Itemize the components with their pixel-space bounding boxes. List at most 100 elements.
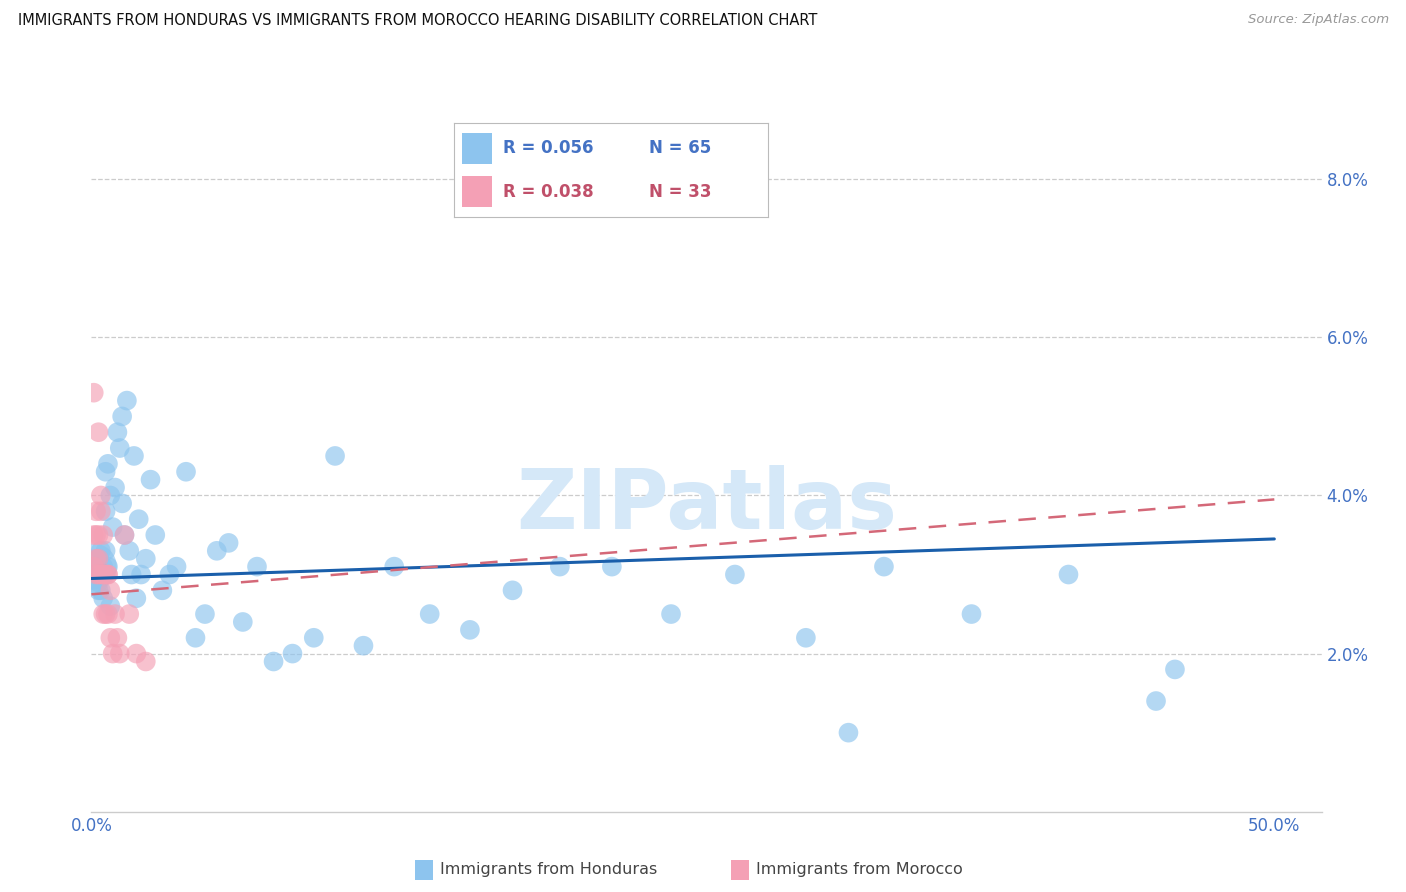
Point	[94, 465, 117, 479]
Point	[115, 393, 138, 408]
Point	[108, 647, 131, 661]
Point	[205, 543, 228, 558]
Point	[184, 631, 207, 645]
Point	[91, 559, 114, 574]
Point	[118, 543, 141, 558]
Point	[794, 631, 817, 645]
Point	[121, 567, 143, 582]
Point	[87, 583, 110, 598]
Point	[600, 559, 623, 574]
Point	[90, 543, 112, 558]
Point	[84, 567, 107, 582]
Point	[1164, 662, 1187, 676]
Point	[150, 583, 173, 598]
Point	[143, 528, 166, 542]
Point	[87, 551, 110, 566]
Point	[1057, 567, 1080, 582]
Point	[104, 607, 127, 621]
Point	[83, 559, 105, 574]
Point	[837, 725, 859, 739]
Point	[281, 647, 304, 661]
Point	[87, 567, 110, 582]
Point	[873, 559, 896, 574]
Point	[502, 583, 524, 598]
Point	[101, 647, 124, 661]
Text: Source: ZipAtlas.com: Source: ZipAtlas.com	[1249, 13, 1389, 27]
Point	[90, 504, 112, 518]
Point	[114, 528, 136, 542]
Point	[91, 567, 114, 582]
Point	[194, 607, 217, 621]
Point	[159, 567, 181, 582]
Point	[659, 607, 682, 621]
Point	[83, 559, 105, 574]
Point	[135, 551, 157, 566]
Point	[84, 567, 107, 582]
Point	[98, 583, 121, 598]
Point	[94, 504, 117, 518]
Point	[125, 591, 148, 606]
Point	[108, 441, 131, 455]
Point	[91, 607, 114, 621]
Point	[94, 567, 117, 582]
Point	[111, 496, 134, 510]
Text: Immigrants from Morocco: Immigrants from Morocco	[756, 863, 963, 877]
Point	[246, 559, 269, 574]
Point	[122, 449, 145, 463]
Point	[174, 465, 197, 479]
Point	[128, 512, 150, 526]
Point	[166, 559, 188, 574]
Point	[548, 559, 571, 574]
Point	[91, 567, 114, 582]
Point	[107, 425, 129, 440]
Point	[87, 551, 110, 566]
Point	[97, 457, 120, 471]
Point	[218, 536, 240, 550]
Point	[87, 425, 110, 440]
Point	[107, 631, 129, 645]
Point	[353, 639, 375, 653]
Point	[87, 528, 110, 542]
Point	[97, 567, 120, 582]
Text: IMMIGRANTS FROM HONDURAS VS IMMIGRANTS FROM MOROCCO HEARING DISABILITY CORRELATI: IMMIGRANTS FROM HONDURAS VS IMMIGRANTS F…	[18, 13, 818, 29]
Text: Immigrants from Honduras: Immigrants from Honduras	[440, 863, 658, 877]
Point	[724, 567, 747, 582]
Point	[90, 567, 112, 582]
Point	[84, 504, 107, 518]
Point	[139, 473, 162, 487]
Point	[84, 559, 107, 574]
Point	[97, 607, 120, 621]
Point	[125, 647, 148, 661]
Point	[91, 567, 114, 582]
Point	[83, 559, 105, 574]
Point	[97, 567, 120, 582]
Point	[382, 559, 405, 574]
Point	[91, 528, 114, 542]
Point	[91, 591, 114, 606]
Point	[104, 481, 127, 495]
Point	[98, 488, 121, 502]
Point	[98, 599, 121, 614]
Point	[111, 409, 134, 424]
Point	[323, 449, 346, 463]
Point	[232, 615, 254, 629]
Point	[129, 567, 152, 582]
Point	[118, 607, 141, 621]
Point	[101, 520, 124, 534]
Point	[83, 528, 105, 542]
Point	[135, 655, 157, 669]
Point	[84, 528, 107, 542]
Point	[97, 559, 120, 574]
Point	[1144, 694, 1167, 708]
Point	[94, 543, 117, 558]
Point	[87, 575, 110, 590]
Point	[90, 488, 112, 502]
Point	[263, 655, 285, 669]
Point	[419, 607, 441, 621]
Point	[83, 385, 105, 400]
Point	[94, 607, 117, 621]
Text: ZIPatlas: ZIPatlas	[516, 465, 897, 546]
Point	[458, 623, 481, 637]
Point	[90, 583, 112, 598]
Point	[302, 631, 325, 645]
